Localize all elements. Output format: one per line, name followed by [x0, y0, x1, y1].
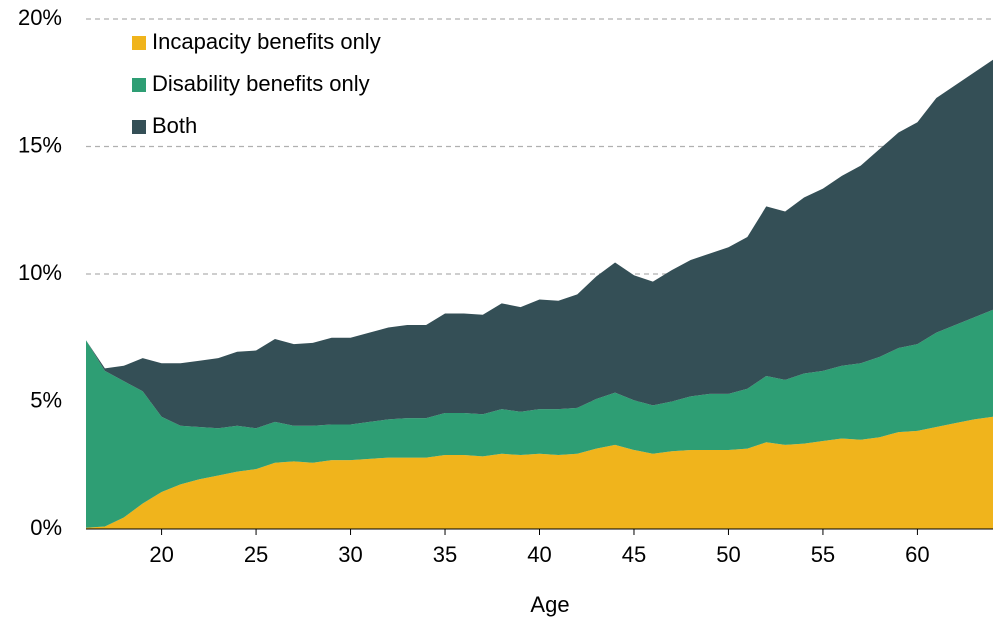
x-tick-label: 50: [716, 542, 740, 567]
x-tick-label: 30: [338, 542, 362, 567]
legend-swatch: [132, 36, 146, 50]
y-tick-label: 10%: [18, 260, 62, 285]
legend-swatch: [132, 78, 146, 92]
area: [86, 416, 993, 529]
y-tick-label: 0%: [30, 515, 62, 540]
x-tick-label: 40: [527, 542, 551, 567]
legend-label: Disability benefits only: [152, 71, 370, 96]
x-tick-label: 25: [244, 542, 268, 567]
x-tick-label: 55: [811, 542, 835, 567]
legend-label: Incapacity benefits only: [152, 29, 381, 54]
legend-swatch: [132, 120, 146, 134]
legend-label: Both: [152, 113, 197, 138]
y-tick-label: 20%: [18, 5, 62, 30]
area: [86, 309, 993, 528]
area: [86, 59, 993, 429]
x-tick-label: 45: [622, 542, 646, 567]
x-tick-label: 20: [149, 542, 173, 567]
y-tick-label: 15%: [18, 132, 62, 157]
x-axis-label: Age: [530, 592, 569, 617]
x-tick-label: 35: [433, 542, 457, 567]
x-tick-label: 60: [905, 542, 929, 567]
y-tick-label: 5%: [30, 387, 62, 412]
